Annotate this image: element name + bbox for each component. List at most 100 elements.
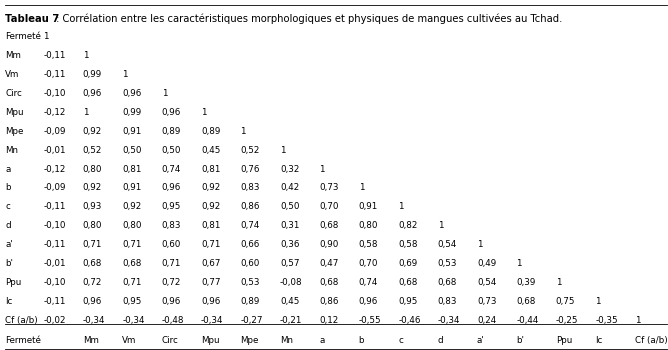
Text: 1: 1 xyxy=(359,183,364,192)
Text: 0,32: 0,32 xyxy=(280,164,299,174)
Text: b: b xyxy=(359,336,364,345)
Text: 1: 1 xyxy=(635,316,640,325)
Text: 0,67: 0,67 xyxy=(201,259,220,268)
Text: -0,01: -0,01 xyxy=(43,146,66,155)
Text: -0,11: -0,11 xyxy=(43,51,65,60)
Text: Fermeté: Fermeté xyxy=(5,336,41,345)
Text: c: c xyxy=(5,202,10,211)
Text: -0,35: -0,35 xyxy=(595,316,618,325)
Text: 0,45: 0,45 xyxy=(201,146,220,155)
Text: 0,89: 0,89 xyxy=(240,297,260,306)
Text: -0,12: -0,12 xyxy=(43,108,65,117)
Text: -0,44: -0,44 xyxy=(516,316,538,325)
Text: Mm: Mm xyxy=(83,336,99,345)
Text: d: d xyxy=(5,221,11,230)
Text: 0,93: 0,93 xyxy=(83,202,102,211)
Text: 0,66: 0,66 xyxy=(240,240,260,249)
Text: -0,10: -0,10 xyxy=(43,89,66,98)
Text: 1: 1 xyxy=(83,51,88,60)
Text: 0,49: 0,49 xyxy=(477,259,496,268)
Text: 0,68: 0,68 xyxy=(83,259,102,268)
Text: 0,12: 0,12 xyxy=(319,316,339,325)
Text: 1: 1 xyxy=(516,259,522,268)
Text: 0,75: 0,75 xyxy=(556,297,575,306)
Text: : Corrélation entre les caractéristiques morphologiques et physiques de mangues : : Corrélation entre les caractéristiques… xyxy=(53,14,562,24)
Text: 0,60: 0,60 xyxy=(162,240,181,249)
Text: -0,10: -0,10 xyxy=(43,221,66,230)
Text: 0,50: 0,50 xyxy=(162,146,181,155)
Text: -0,02: -0,02 xyxy=(43,316,66,325)
Text: 0,99: 0,99 xyxy=(122,108,142,117)
Text: 0,69: 0,69 xyxy=(398,259,418,268)
Text: 0,72: 0,72 xyxy=(83,278,102,287)
Text: 0,68: 0,68 xyxy=(438,278,457,287)
Text: 0,96: 0,96 xyxy=(162,297,181,306)
Text: 0,24: 0,24 xyxy=(477,316,496,325)
Text: -0,11: -0,11 xyxy=(43,70,65,79)
Text: 0,74: 0,74 xyxy=(162,164,181,174)
Text: 0,83: 0,83 xyxy=(162,221,181,230)
Text: -0,34: -0,34 xyxy=(438,316,460,325)
Text: 0,81: 0,81 xyxy=(201,221,220,230)
Text: 0,83: 0,83 xyxy=(240,183,260,192)
Text: Ic: Ic xyxy=(5,297,13,306)
Text: Fermeté: Fermeté xyxy=(5,32,41,41)
Text: 0,89: 0,89 xyxy=(162,127,181,136)
Text: 0,77: 0,77 xyxy=(201,278,220,287)
Text: 1: 1 xyxy=(398,202,403,211)
Text: 0,57: 0,57 xyxy=(280,259,299,268)
Text: 0,71: 0,71 xyxy=(122,240,142,249)
Text: 0,70: 0,70 xyxy=(319,202,339,211)
Text: b: b xyxy=(5,183,11,192)
Text: Tableau 7: Tableau 7 xyxy=(5,14,59,24)
Text: Mn: Mn xyxy=(280,336,293,345)
Text: -0,09: -0,09 xyxy=(43,127,66,136)
Text: c: c xyxy=(398,336,403,345)
Text: 0,92: 0,92 xyxy=(201,183,220,192)
Text: Mpe: Mpe xyxy=(5,127,24,136)
Text: -0,25: -0,25 xyxy=(556,316,578,325)
Text: 0,95: 0,95 xyxy=(398,297,418,306)
Text: Mpu: Mpu xyxy=(5,108,24,117)
Text: 0,92: 0,92 xyxy=(201,202,220,211)
Text: -0,46: -0,46 xyxy=(398,316,420,325)
Text: 0,31: 0,31 xyxy=(280,221,299,230)
Text: 0,92: 0,92 xyxy=(83,127,102,136)
Text: 0,54: 0,54 xyxy=(477,278,496,287)
Text: 0,86: 0,86 xyxy=(240,202,260,211)
Text: -0,55: -0,55 xyxy=(359,316,381,325)
Text: 0,92: 0,92 xyxy=(122,202,142,211)
Text: Cf (a/b): Cf (a/b) xyxy=(5,316,38,325)
Text: 0,95: 0,95 xyxy=(122,297,142,306)
Text: 0,71: 0,71 xyxy=(162,259,181,268)
Text: 0,82: 0,82 xyxy=(398,221,418,230)
Text: 0,80: 0,80 xyxy=(359,221,378,230)
Text: 0,80: 0,80 xyxy=(83,221,102,230)
Text: 0,73: 0,73 xyxy=(319,183,339,192)
Text: Mn: Mn xyxy=(5,146,18,155)
Text: -0,09: -0,09 xyxy=(43,183,66,192)
Text: 0,71: 0,71 xyxy=(201,240,220,249)
Text: -0,10: -0,10 xyxy=(43,278,66,287)
Text: -0,08: -0,08 xyxy=(280,278,303,287)
Text: 0,74: 0,74 xyxy=(240,221,260,230)
Text: 0,80: 0,80 xyxy=(83,164,102,174)
Text: 1: 1 xyxy=(83,108,88,117)
Text: 0,68: 0,68 xyxy=(516,297,536,306)
Text: -0,21: -0,21 xyxy=(280,316,302,325)
Text: 1: 1 xyxy=(122,70,128,79)
Text: -0,34: -0,34 xyxy=(83,316,106,325)
Text: -0,12: -0,12 xyxy=(43,164,65,174)
Text: 0,68: 0,68 xyxy=(122,259,142,268)
Text: a': a' xyxy=(5,240,13,249)
Text: 0,80: 0,80 xyxy=(122,221,142,230)
Text: 0,95: 0,95 xyxy=(162,202,181,211)
Text: Cf (a/b): Cf (a/b) xyxy=(635,336,667,345)
Text: 0,50: 0,50 xyxy=(122,146,142,155)
Text: Circ: Circ xyxy=(5,89,22,98)
Text: -0,48: -0,48 xyxy=(162,316,184,325)
Text: 1: 1 xyxy=(280,146,285,155)
Text: 0,73: 0,73 xyxy=(477,297,496,306)
Text: 0,89: 0,89 xyxy=(201,127,220,136)
Text: 0,74: 0,74 xyxy=(359,278,378,287)
